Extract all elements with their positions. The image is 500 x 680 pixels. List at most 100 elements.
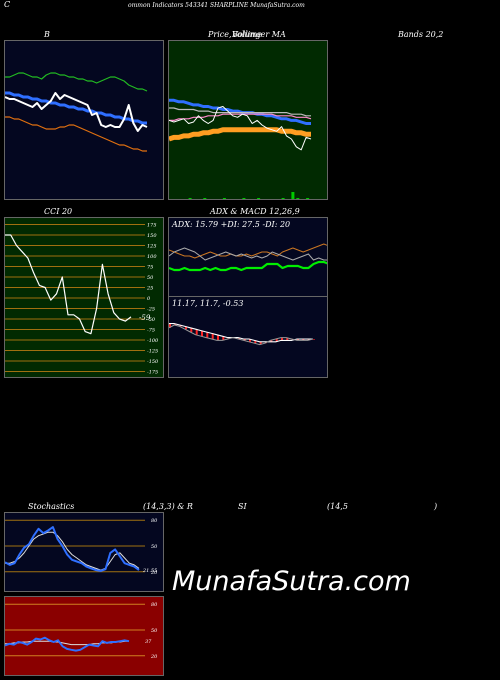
adx-title: ADX & MACD 12,26,9 (210, 207, 300, 216)
adx-adx-line (169, 260, 327, 272)
cci-tick-label: 175 (147, 223, 157, 229)
price-ma-chart (169, 98, 312, 199)
bollinger-lower-line (5, 116, 147, 152)
macd-histogram-bar (195, 329, 198, 335)
volume-bar (188, 198, 192, 199)
stochastics-panel: 80 50 20 21.55 (4, 512, 164, 592)
cci-tick-label: -75 (147, 328, 155, 334)
macd-histogram-bar (206, 332, 209, 338)
cci-line (5, 234, 132, 335)
macd-histogram-bar (259, 341, 262, 345)
cci-panel: 175 150 125 100 75 50 25 0 -25 -50 -75 -100 -125 -150… (4, 217, 164, 378)
bollinger-panel (4, 40, 164, 200)
adx-chart (169, 243, 327, 272)
macd-histogram-bar (286, 337, 289, 341)
cci-tick-label: -100 (147, 338, 159, 344)
rsi-chart: 80 50 20 37 (5, 602, 158, 660)
price-title: Price, (208, 30, 232, 39)
bollinger-middle-line (5, 91, 147, 125)
adx-panel: ADX: 15.79 +DI: 27.5 -DI: 20 (168, 217, 328, 297)
cci-tick-label: 25 (146, 286, 153, 292)
cci-tick-label: 125 (147, 244, 157, 250)
macd-readout: 11.17, 11.7, -0.53 (172, 299, 244, 308)
bollinger-price-line (5, 92, 148, 132)
volume-bar (222, 198, 226, 199)
bands-title: Bands 20,2 (398, 30, 444, 39)
ma-ma_mid-line (169, 98, 311, 125)
cci-tick-label: 100 (147, 254, 157, 260)
macd-histogram-bar (169, 323, 171, 328)
cci-tick-label: -125 (147, 349, 158, 355)
stoch-k-line (5, 526, 140, 572)
macd-histogram-bar (302, 339, 305, 341)
cci-tick-label: -150 (147, 359, 159, 365)
stoch-params: (14,3,3) & R (143, 502, 193, 511)
cci-chart: 175 150 125 100 75 50 25 0 -25 -50 -75 -100 -125 -150… (5, 223, 159, 376)
ma-ma_pink-line (169, 113, 312, 122)
bollinger-title: B (44, 30, 50, 39)
volume-bar (291, 192, 295, 199)
ma-price-line (169, 106, 312, 151)
macd-histogram-bar (243, 339, 246, 341)
ma-title: Bollinger MA (232, 30, 286, 39)
bollinger-chart (5, 72, 148, 152)
watermark: MunafaSutra.com (172, 566, 411, 597)
volume-bar (306, 198, 310, 199)
rsi-title: SI (238, 502, 247, 511)
rsi-tick-label: 80 (151, 602, 158, 608)
rsi-last-value: 37 (145, 639, 152, 645)
stoch-tick-label: 20 (150, 570, 158, 576)
stoch-last-value: 21.55 (142, 568, 157, 574)
macd-histogram-bar (185, 326, 187, 330)
cci-tick-label: 50 (147, 275, 154, 281)
stoch-d-line (5, 531, 140, 571)
cci-tick-label: 75 (147, 265, 153, 271)
macd-histogram-bar (281, 337, 283, 341)
adx-plus_di-line (169, 243, 327, 259)
macd-histogram-bar (313, 339, 315, 340)
macd-histogram-bar (190, 327, 193, 332)
macd-chart (169, 323, 315, 346)
rsi-line (5, 636, 130, 652)
rsi-tick-label: 50 (151, 628, 158, 634)
header-c: C (4, 0, 11, 9)
macd-histogram-bar (249, 339, 251, 342)
macd-histogram-bar (297, 339, 299, 341)
macd-histogram-bar (222, 336, 225, 341)
volume-bar (296, 198, 300, 199)
volume-bar (257, 198, 261, 199)
macd-histogram-bar (275, 339, 278, 342)
volume-bar (242, 198, 246, 199)
rsi-tick-label: 20 (150, 654, 158, 660)
rsi-params: (14,5 (327, 502, 348, 511)
cci-tick-label: -25 (147, 307, 155, 313)
rsi-panel: 80 50 20 37 (4, 596, 164, 676)
macd-panel: 11.17, 11.7, -0.53 (168, 296, 328, 378)
volume-title: Volume (232, 30, 262, 39)
cci-tick-label: -175 (147, 370, 158, 376)
cci-tick-label: 0 (147, 296, 151, 302)
volume-bar (203, 198, 207, 199)
macd-histogram-bar (201, 330, 203, 337)
macd-histogram-bar (211, 333, 214, 339)
stoch-tick-label: 80 (151, 518, 158, 524)
cci-title: CCI 20 (44, 207, 73, 216)
bollinger-upper-line (5, 72, 148, 92)
adx-minus_di-line (169, 247, 327, 261)
macd-histogram-bar (270, 340, 273, 342)
cci-last-value: -59 (139, 314, 151, 322)
ma-ma_short-line (169, 107, 311, 117)
price-ma-panel (168, 40, 328, 200)
macd-histogram-bar (254, 340, 257, 344)
cci-tick-label: -50 (147, 317, 156, 323)
macd-line (169, 324, 314, 346)
stoch-tick-label: 50 (151, 544, 158, 550)
ma-ma_long-line (169, 127, 311, 142)
adx-readout: ADX: 15.79 +DI: 27.5 -DI: 20 (172, 220, 291, 229)
cci-tick-label: 150 (147, 233, 157, 239)
macd-histogram-bar (217, 334, 219, 341)
macd-signal-line (169, 323, 313, 343)
rsi-close-paren: ) (434, 502, 438, 511)
stoch-title: Stochastics (28, 502, 75, 511)
